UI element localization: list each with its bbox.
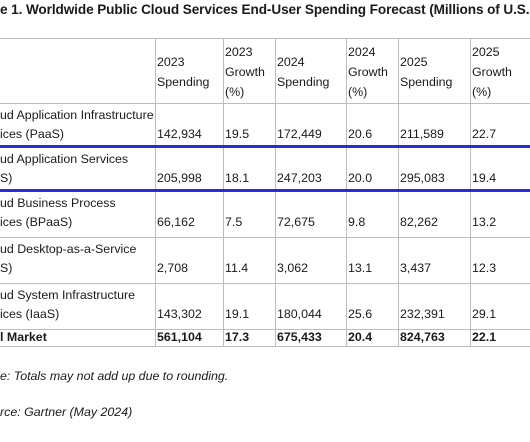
header-line: Spending [157, 75, 210, 89]
table-cell: 143,302 [157, 307, 202, 321]
header-line: (%) [348, 85, 368, 99]
col-divider [470, 38, 471, 346]
row-label: S) [0, 171, 13, 185]
header-line: 2024 [348, 45, 376, 59]
total-cell: 561,104 [157, 330, 202, 344]
header-line: (%) [472, 85, 492, 99]
table-cell: 72,675 [277, 215, 315, 229]
row-label: ud System Infrastructure [0, 288, 135, 302]
table-cell: 25.6 [348, 307, 373, 321]
col-divider [346, 38, 347, 346]
header-line: 2025 [472, 45, 500, 59]
header-line: 2025 [400, 55, 428, 69]
row-label: ices (PaaS) [0, 127, 65, 141]
total-cell: 22.1 [472, 330, 497, 344]
row-rule [0, 191, 530, 192]
total-cell: 675,433 [277, 330, 322, 344]
row-label: ud Desktop-as-a-Service [0, 242, 137, 256]
table-cell: 20.6 [348, 127, 373, 141]
header-line: 2024 [277, 55, 305, 69]
col-divider [155, 38, 156, 346]
table-cell: 29.1 [472, 307, 497, 321]
highlight-line-bottom [0, 189, 530, 192]
table-cell: 13.2 [472, 215, 497, 229]
table-cell: 142,934 [157, 127, 202, 141]
header-line: 2023 [157, 55, 185, 69]
table-cell: 19.1 [225, 307, 250, 321]
header-line: Growth [472, 65, 512, 79]
header-2024-spending: 2024 Spending [277, 52, 329, 92]
table-cell: 20.0 [348, 171, 373, 185]
header-top-rule [0, 38, 530, 39]
header-2023-spending: 2023 Spending [157, 52, 209, 92]
table-cell: 2,708 [157, 261, 189, 275]
header-line: Spending [400, 75, 453, 89]
table-cell: 7.5 [225, 215, 243, 229]
header-line: Spending [277, 75, 330, 89]
table-cell: 205,998 [157, 171, 202, 185]
table-cell: 19.4 [472, 171, 497, 185]
table-cell: 172,449 [277, 127, 322, 141]
header-line: Growth [225, 65, 265, 79]
table-cell: 66,162 [157, 215, 195, 229]
row-rule [0, 283, 530, 284]
table-cell: 13.1 [348, 261, 373, 275]
table-cell: 3,062 [277, 261, 309, 275]
total-cell: 824,763 [400, 330, 445, 344]
header-2023-growth: 2023 Growth (%) [225, 42, 265, 102]
table-title: e 1. Worldwide Public Cloud Services End… [0, 2, 530, 17]
header-2025-growth: 2025 Growth (%) [472, 42, 512, 102]
header-2025-spending: 2025 Spending [400, 52, 452, 92]
row-label: ices (BPaaS) [0, 215, 73, 229]
total-cell: 20.4 [348, 330, 373, 344]
table-cell: 180,044 [277, 307, 322, 321]
row-label: ud Business Process [0, 196, 116, 210]
table-cell: 232,391 [400, 307, 445, 321]
table-source: rce: Gartner (May 2024) [0, 405, 133, 419]
header-line: (%) [225, 85, 245, 99]
col-divider [223, 38, 224, 346]
table-cell: 9.8 [348, 215, 366, 229]
row-label: S) [0, 261, 13, 275]
header-line: 2023 [225, 45, 253, 59]
table-cell: 82,262 [400, 215, 438, 229]
header-bottom-rule [0, 103, 530, 104]
highlight-line-top [0, 145, 530, 148]
row-label: ud Application Infrastructure [0, 108, 154, 122]
table-cell: 3,437 [400, 261, 432, 275]
row-rule [0, 237, 530, 238]
header-line: Growth [348, 65, 388, 79]
table-cell: 11.4 [225, 261, 249, 275]
table-cell: 295,083 [400, 171, 445, 185]
row-label: ices (IaaS) [0, 307, 60, 321]
total-cell: 17.3 [225, 330, 250, 344]
table-cell: 12.3 [472, 261, 497, 275]
col-divider [275, 38, 276, 346]
table-bottom-rule [0, 346, 530, 347]
total-label: l Market [0, 330, 47, 344]
col-divider [398, 38, 399, 346]
table-cell: 19.5 [225, 127, 250, 141]
table-cell: 247,203 [277, 171, 322, 185]
header-2024-growth: 2024 Growth (%) [348, 42, 388, 102]
table-note: e: Totals may not add up due to rounding… [0, 369, 229, 383]
table-cell: 22.7 [472, 127, 497, 141]
table-cell: 18.1 [225, 171, 250, 185]
row-rule [0, 329, 530, 330]
table-cell: 211,589 [400, 127, 444, 141]
row-label: ud Application Services [0, 152, 129, 166]
